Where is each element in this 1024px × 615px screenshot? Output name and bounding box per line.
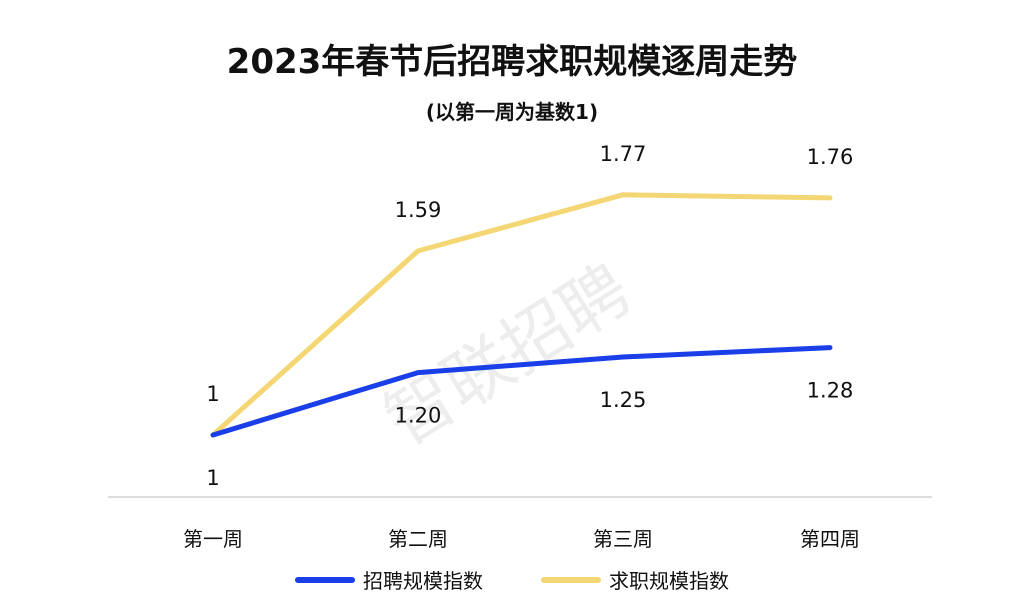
- legend-item-0: 招聘规模指数: [295, 565, 483, 594]
- data-label-s1-2: 1.77: [600, 142, 647, 166]
- legend-label-0: 招聘规模指数: [363, 569, 483, 593]
- chart-subtitle: (以第一周为基数1): [425, 100, 599, 124]
- data-label-s1-3: 1.76: [807, 145, 854, 169]
- legend-label-1: 求职规模指数: [609, 569, 729, 593]
- data-label-s0-3: 1.28: [807, 379, 854, 403]
- legend-swatch-1: [541, 576, 601, 583]
- data-label-s0-0: 1: [206, 466, 219, 490]
- series-line-1: [210, 192, 833, 438]
- x-tick-label-3: 第四周: [800, 527, 860, 551]
- data-label-s1-1: 1.59: [395, 198, 442, 222]
- data-label-s1-0: 1: [206, 382, 219, 406]
- data-label-s0-2: 1.25: [600, 388, 647, 412]
- chart-title: 2023年春节后招聘求职规模逐周走势: [226, 42, 798, 82]
- series-line-0: [210, 345, 833, 438]
- data-label-s0-1: 1.20: [395, 404, 442, 428]
- x-tick-label-1: 第二周: [388, 527, 448, 551]
- legend-item-1: 求职规模指数: [541, 565, 729, 594]
- x-tick-label-2: 第三周: [593, 527, 653, 551]
- x-tick-label-0: 第一周: [183, 527, 243, 551]
- legend-swatch-0: [295, 576, 355, 583]
- legend: 招聘规模指数 求职规模指数: [0, 565, 1024, 594]
- watermark: 智联招聘: [372, 250, 645, 461]
